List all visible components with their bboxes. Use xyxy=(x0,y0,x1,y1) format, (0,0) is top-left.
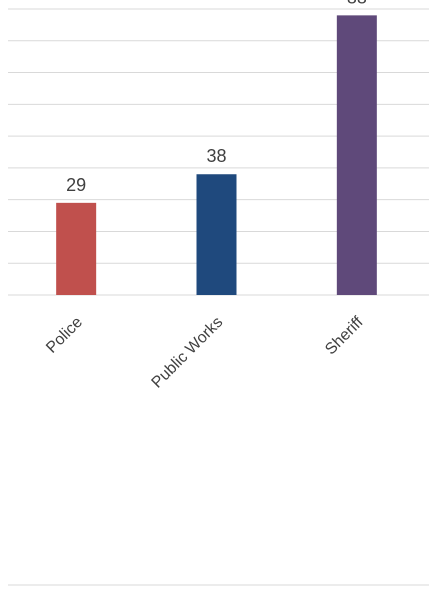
bar-police xyxy=(56,202,97,295)
bars xyxy=(56,15,377,295)
data-label: 88 xyxy=(347,0,367,7)
data-label: 29 xyxy=(66,175,86,195)
x-tick-label: Sheriff xyxy=(322,313,367,358)
x-tick-label: Police xyxy=(43,314,86,357)
bar-public-works xyxy=(196,174,237,295)
x-tick-label: Public Works xyxy=(149,314,227,392)
bar-sheriff xyxy=(336,15,377,295)
data-label: 38 xyxy=(206,146,226,166)
category-tick-labels: Police Public Works Sheriff xyxy=(43,313,367,391)
data-labels: 29 38 88 xyxy=(66,0,367,195)
